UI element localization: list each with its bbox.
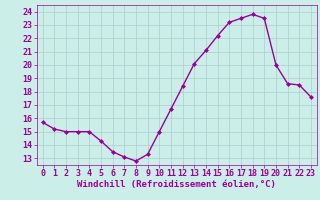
- X-axis label: Windchill (Refroidissement éolien,°C): Windchill (Refroidissement éolien,°C): [77, 180, 276, 189]
